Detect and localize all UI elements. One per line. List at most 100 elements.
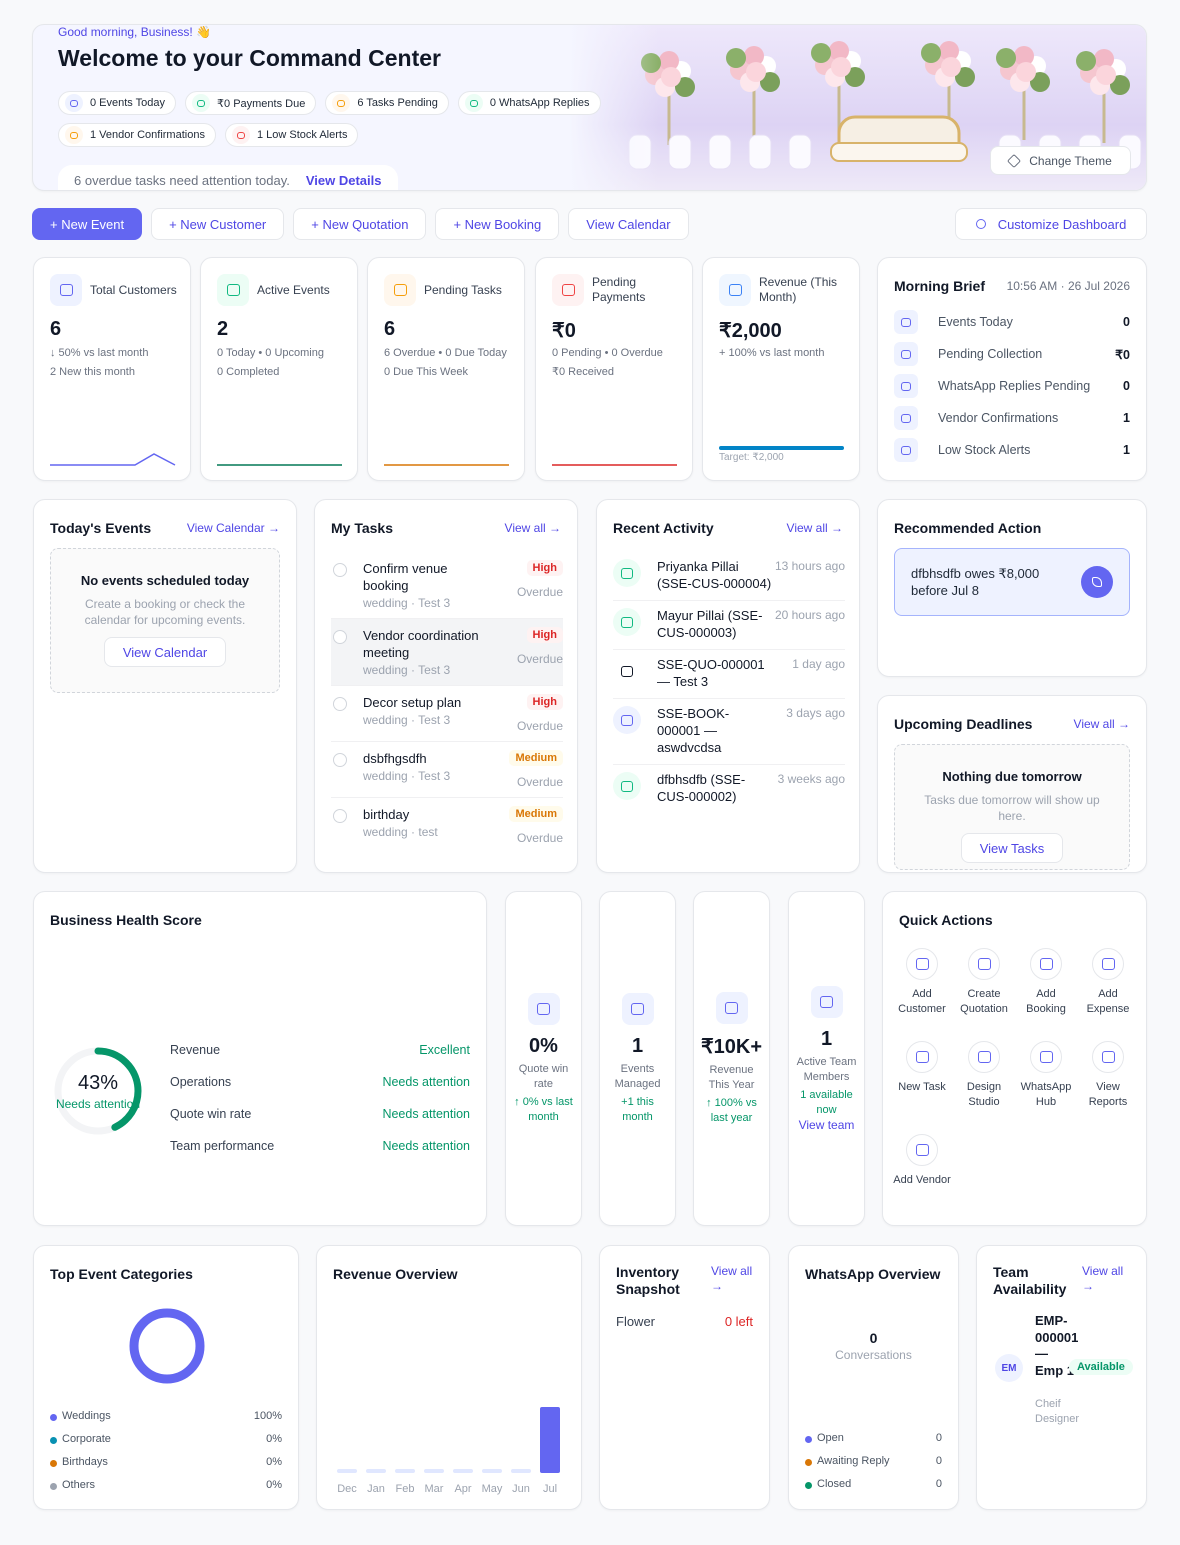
quick-action[interactable]: New Task (891, 1041, 953, 1134)
legend-name: Others (62, 1479, 96, 1491)
activity-item: SSE-BOOK-000001 — aswdvcdsa 3 days ago (613, 699, 845, 765)
icon-glyph (631, 1002, 644, 1015)
task-meta: wedding · Test 3 (363, 713, 451, 727)
chip-label: ₹0 Payments Due (217, 97, 306, 110)
icon (65, 126, 83, 144)
icon (810, 985, 843, 1018)
stat-card: Total Customers 6 ↓ 50% vs last month 2 New… (33, 257, 191, 481)
activity-text: SSE-BOOK-000001 — aswdvcdsa (657, 706, 730, 755)
status-chip[interactable]: 0 WhatsApp Replies (457, 91, 601, 115)
icon-glyph (915, 958, 929, 970)
activity-text: SSE-QUO-000001 — Test 3 (657, 657, 765, 689)
empty-button[interactable]: View Calendar (103, 637, 227, 667)
icon (613, 657, 641, 685)
brief-value: ₹0 (1115, 347, 1130, 362)
legend-name: Awaiting Reply (817, 1455, 890, 1467)
kpi-content: 1 Events Managed +1 this month (600, 892, 675, 1225)
empty-title: No events scheduled today (80, 573, 250, 588)
stat-card: Pending Tasks 6 6 Overdue • 0 Due Today 0 D… (367, 257, 525, 481)
task-item[interactable]: dsbfhgsdfh wedding · Test 3 Medium Overdue (331, 742, 563, 798)
brief-label: Pending Collection (938, 347, 1043, 361)
task-checkbox (333, 563, 347, 577)
bar-track (366, 1469, 386, 1473)
bar-track (395, 1469, 415, 1473)
alert-link[interactable]: View Details (305, 172, 382, 188)
month-label: Jul (542, 1483, 558, 1495)
quick-action[interactable]: View Reports (1077, 1041, 1139, 1134)
gear-icon (975, 219, 986, 229)
action-button[interactable]: + New Customer (151, 208, 285, 240)
stat-value: 2 (217, 318, 229, 340)
call-button[interactable] (1081, 566, 1113, 598)
kpi-value: 1 (820, 1027, 833, 1050)
target-bar (719, 446, 844, 450)
icon-glyph (226, 284, 240, 296)
action-button[interactable]: + New Quotation (293, 208, 427, 240)
stat-lines: ↓ 50% vs last month 2 New this month (50, 346, 176, 384)
health-row-name: Team performance (170, 1139, 275, 1153)
month-label: Jan (367, 1483, 385, 1495)
month-label: Jun (512, 1483, 530, 1495)
view-link[interactable]: View all → (1082, 1264, 1124, 1293)
chair (788, 134, 812, 170)
action-row: + New Event + New Customer + New Quotation… (32, 208, 689, 240)
stat-lines: 0 Pending • 0 Overdue ₹0 Received (552, 346, 678, 384)
legend-dot (805, 1459, 812, 1466)
theme-button[interactable]: Change Theme (990, 146, 1131, 175)
kpi-card: ₹10K+ Revenue This Year ↑ 100% vs last yea… (693, 891, 770, 1226)
status-chip[interactable]: 1 Vendor Confirmations (58, 123, 216, 147)
status-chip[interactable]: 1 Low Stock Alerts (224, 123, 359, 147)
task-item[interactable]: Confirm venue booking wedding · Test 3 Hig… (331, 552, 563, 619)
view-link[interactable]: View all → (711, 1264, 753, 1293)
todays-events-card: Today's Events View Calendar → No events s… (33, 499, 297, 873)
task-item[interactable]: birthday wedding · test Medium Overdue (331, 798, 563, 854)
priority-badge: Medium (509, 806, 563, 822)
quick-label: Add Booking (1026, 988, 1066, 1015)
customize-button[interactable]: Customize Dashboard (955, 208, 1147, 240)
member-name: EMP-000001 — Emp 1 (1035, 1313, 1079, 1378)
quick-action[interactable]: Create Quotation (953, 948, 1015, 1041)
health-row-name: Revenue (170, 1043, 221, 1057)
inventory-status: 0 left (724, 1314, 753, 1329)
stat-value: 6 (50, 318, 62, 340)
task-item[interactable]: Vendor coordination meeting wedding · Tes… (331, 619, 563, 686)
view-link[interactable]: View all → (504, 521, 561, 535)
view-link[interactable]: View all → (786, 521, 843, 535)
view-link[interactable]: View all → (1073, 717, 1130, 731)
action-button[interactable]: + New Event (32, 208, 143, 240)
status-chip[interactable]: 6 Tasks Pending (325, 91, 449, 115)
flower (921, 43, 941, 63)
status-chip[interactable]: 0 Events Today (58, 91, 177, 115)
icon (613, 706, 641, 734)
status-chip[interactable]: ₹0 Payments Due (185, 91, 317, 115)
legend-value: 0% (266, 1433, 282, 1445)
kpi-label: Events Managed (614, 1062, 661, 1090)
alert-bar: 6 overdue tasks need attention today. Vie… (58, 165, 398, 190)
brief-row: Vendor Confirmations 1 (894, 406, 1130, 430)
quick-action[interactable]: Add Vendor (891, 1134, 953, 1227)
view-link[interactable]: View Calendar → (186, 521, 280, 535)
legend-dot (50, 1414, 57, 1421)
task-item[interactable]: Decor setup plan wedding · Test 3 High Over… (331, 686, 563, 742)
task-meta: wedding · Test 3 (363, 596, 451, 610)
sparkline (217, 464, 342, 466)
quick-action[interactable]: Design Studio (953, 1041, 1015, 1134)
activity-time: 3 weeks ago (777, 772, 845, 786)
flower (829, 41, 849, 61)
quick-action[interactable]: WhatsApp Hub (1015, 1041, 1077, 1134)
kpi-sub: +1 this month (621, 1095, 654, 1123)
sparkline (50, 453, 176, 466)
month-label: Feb (395, 1483, 415, 1495)
activity-text: dfbhsdfb (SSE-CUS-000002) (657, 772, 746, 804)
action-button[interactable]: + New Booking (435, 208, 560, 240)
kpi-link[interactable]: View team (798, 1117, 855, 1132)
activity-text: Mayur Pillai (SSE-CUS-000003) (657, 608, 763, 640)
quick-action[interactable]: Add Expense (1077, 948, 1139, 1041)
quick-label: Design Studio (966, 1081, 1002, 1108)
quick-action[interactable]: Add Booking (1015, 948, 1077, 1041)
month-label: Mar (424, 1483, 444, 1495)
action-button[interactable]: View Calendar (568, 208, 689, 240)
empty-button[interactable]: View Tasks (960, 833, 1064, 863)
quick-action[interactable]: Add Customer (891, 948, 953, 1041)
